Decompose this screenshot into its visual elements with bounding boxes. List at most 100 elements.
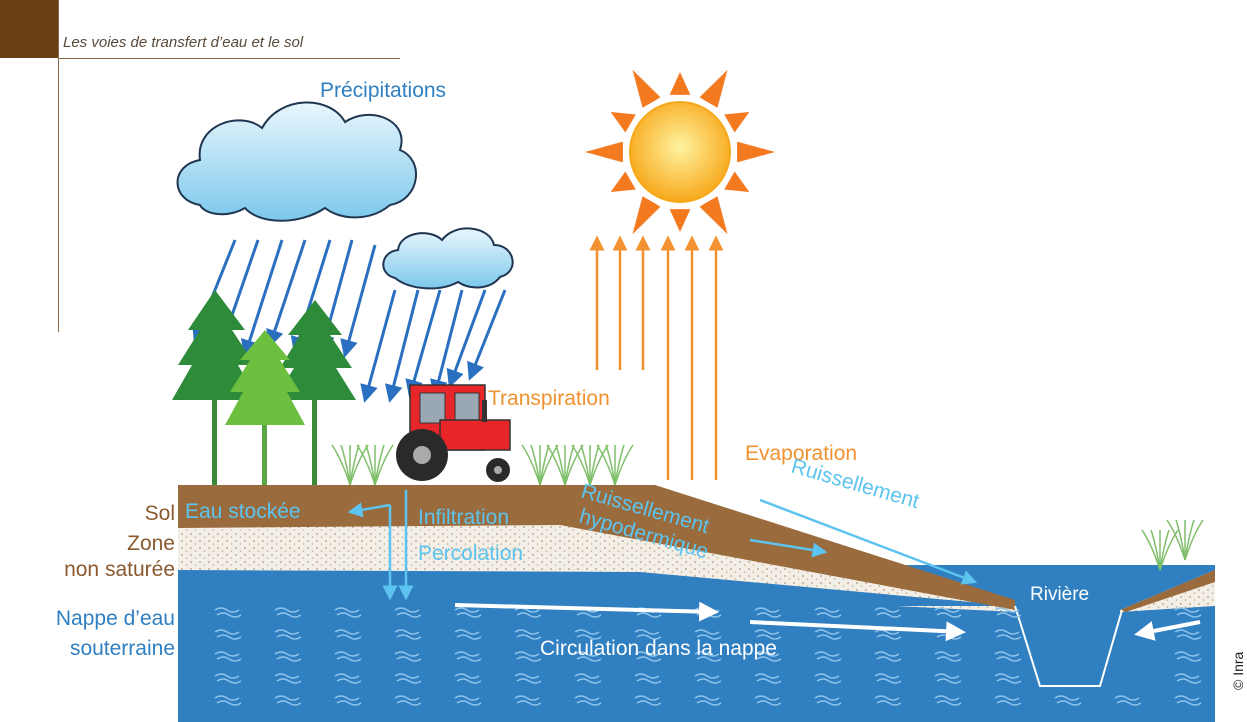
wave	[694, 629, 722, 640]
label: Infiltration	[418, 506, 509, 529]
sun-ray	[669, 72, 691, 95]
wave	[634, 673, 662, 684]
wave	[454, 673, 482, 684]
wave	[334, 607, 362, 618]
wave	[334, 673, 362, 684]
rain-arrow	[340, 244, 377, 358]
label: non saturée	[64, 558, 175, 581]
wave	[394, 607, 422, 618]
wave	[574, 673, 602, 684]
sun-ray	[737, 141, 775, 163]
wave	[394, 651, 422, 662]
wave	[454, 651, 482, 662]
rain-arrow	[446, 289, 487, 388]
grass-blade	[564, 444, 584, 486]
wave	[934, 695, 962, 706]
wave	[934, 673, 962, 684]
wave	[754, 629, 782, 640]
wave	[934, 651, 962, 662]
label: Sol	[145, 502, 175, 525]
grass-blade	[614, 444, 634, 486]
grass-blade	[356, 444, 376, 486]
sun-ray	[669, 209, 691, 232]
wave	[1054, 695, 1082, 706]
label: Eau stockée	[185, 500, 301, 523]
wave	[214, 607, 242, 618]
title: Les voies de transfert d’eau et le sol	[63, 34, 304, 51]
wave	[574, 651, 602, 662]
sun-ray	[699, 196, 728, 235]
label: Rivière	[1030, 584, 1089, 605]
soil	[1120, 570, 1215, 612]
wave	[754, 651, 782, 662]
flow-arrows	[347, 490, 1201, 642]
wave	[1114, 695, 1142, 706]
sun-ray	[610, 112, 636, 133]
sun	[585, 69, 775, 235]
label: Transpiration	[488, 387, 610, 410]
wave	[574, 695, 602, 706]
rain-arrow	[241, 239, 284, 358]
wave	[994, 629, 1022, 640]
wave	[874, 651, 902, 662]
rain-arrow	[384, 289, 420, 403]
wave	[814, 651, 842, 662]
grass-blade	[1159, 529, 1179, 571]
wave	[1174, 651, 1202, 662]
wave	[994, 673, 1022, 684]
sun-disc	[629, 101, 731, 203]
grass-blade	[521, 444, 541, 486]
sun-ray	[610, 171, 636, 192]
label: Circulation dans la nappe	[540, 637, 777, 660]
grass-blade	[539, 444, 559, 486]
wave	[394, 629, 422, 640]
wave	[274, 607, 302, 618]
wave	[754, 607, 782, 618]
tractor	[396, 384, 511, 482]
wave	[694, 673, 722, 684]
wave	[874, 629, 902, 640]
grass-blade	[571, 444, 591, 486]
wave	[274, 695, 302, 706]
wave	[634, 629, 662, 640]
sun-ray	[632, 196, 661, 235]
trees	[172, 290, 356, 485]
river-bed	[1014, 605, 1123, 687]
wave	[214, 629, 242, 640]
wave	[934, 607, 962, 618]
grass-blade	[1184, 519, 1204, 561]
label: Zone	[127, 532, 175, 555]
wave	[214, 651, 242, 662]
rain-arrow	[360, 289, 397, 403]
wave	[274, 629, 302, 640]
wave	[454, 695, 482, 706]
wave	[754, 673, 782, 684]
sun-ray	[724, 171, 750, 192]
wave	[994, 607, 1022, 618]
wave	[214, 695, 242, 706]
wave	[274, 673, 302, 684]
wave	[514, 629, 542, 640]
grass-blade	[331, 444, 351, 486]
wave	[334, 651, 362, 662]
wave	[514, 673, 542, 684]
credit: © Inra	[1230, 651, 1246, 690]
grass	[331, 444, 1204, 571]
label: souterraine	[70, 637, 175, 660]
wave	[394, 673, 422, 684]
wave	[334, 629, 362, 640]
wave	[994, 695, 1022, 706]
cloud	[176, 101, 417, 222]
rain-arrows	[192, 239, 507, 403]
wave	[814, 607, 842, 618]
wave	[214, 673, 242, 684]
wave	[514, 651, 542, 662]
wave	[1174, 673, 1202, 684]
label: Précipitations	[320, 79, 446, 102]
wave	[814, 673, 842, 684]
waves	[214, 607, 1202, 706]
cloud	[382, 227, 514, 290]
sun-ray	[724, 112, 750, 133]
rain-arrow	[430, 289, 464, 398]
